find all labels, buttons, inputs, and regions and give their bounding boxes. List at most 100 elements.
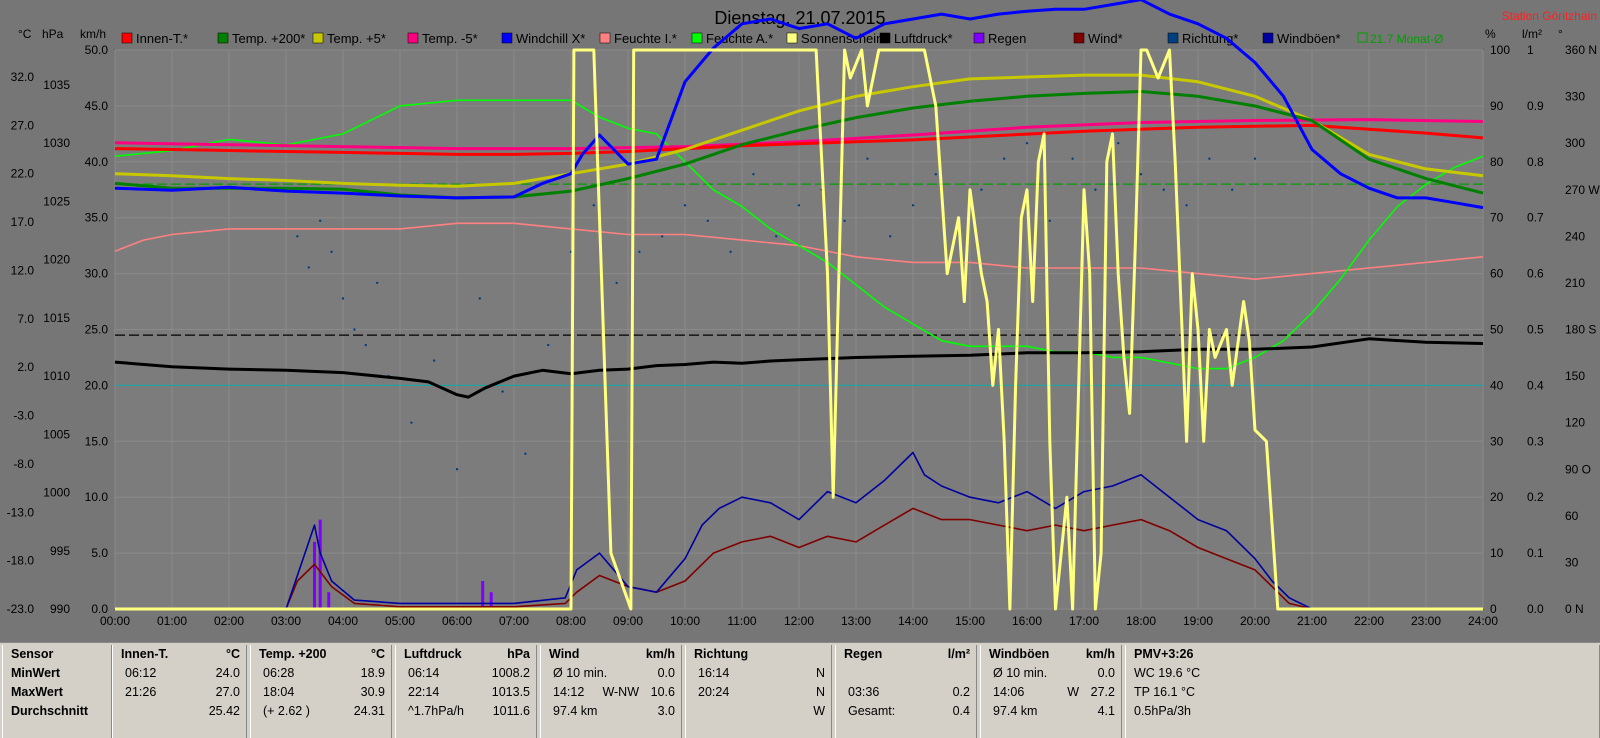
series-line xyxy=(114,123,1484,156)
axis-label-percent: % xyxy=(1485,27,1496,41)
stats-unit: l/m² xyxy=(947,647,970,661)
stats-unit: km/h xyxy=(645,647,675,661)
tick-label-celsius: 17.0 xyxy=(11,215,35,229)
axis-label-kmh: km/h xyxy=(80,27,106,41)
chart-title: Dienstag, 21.07.2015 xyxy=(714,8,885,28)
stats-row: 0.5hPa/3h xyxy=(1126,704,1599,723)
tick-label-degree: 240 xyxy=(1565,229,1585,243)
direction-point xyxy=(353,328,356,331)
tick-label-time: 06:00 xyxy=(442,614,472,628)
axis-label-lm2: l/m² xyxy=(1522,27,1542,41)
tick-label-hpa: 1015 xyxy=(43,311,70,325)
tick-label-time: 08:00 xyxy=(556,614,586,628)
legend-label: Sonnenschein xyxy=(801,31,883,46)
stats-row: Luftdruck hPa xyxy=(396,647,536,666)
stats-time: 06:12 xyxy=(125,666,157,680)
stats-row: 14:06 W 27.2 xyxy=(981,685,1121,704)
tick-label-time: 00:00 xyxy=(100,614,130,628)
tick-label-time: 01:00 xyxy=(157,614,187,628)
tick-label-lm2: 0.2 xyxy=(1527,490,1544,504)
tick-label-percent: 70 xyxy=(1490,211,1504,225)
legend-swatch xyxy=(599,32,611,44)
stats-time: (+ 2.62 ) xyxy=(263,704,310,718)
stats-row: Ø 10 min. 0.0 xyxy=(541,666,681,685)
legend-swatch xyxy=(691,32,703,44)
legend-label: Temp. -5* xyxy=(422,31,478,46)
legend-swatch xyxy=(407,32,419,44)
stats-header: Wind xyxy=(549,647,580,661)
stats-row: 03:36 0.2 xyxy=(836,685,976,704)
tick-label-percent: 90 xyxy=(1490,99,1504,113)
stats-value: 1011.6 xyxy=(492,704,530,718)
direction-point xyxy=(683,204,687,207)
stats-value: 30.9 xyxy=(360,685,385,699)
stats-row: WC 19.6 °C xyxy=(1126,666,1599,685)
stats-row: TP 16.1 °C xyxy=(1126,685,1599,704)
tick-label-hpa: 1010 xyxy=(43,369,70,383)
tick-label-time: 12:00 xyxy=(784,614,814,628)
direction-point xyxy=(364,343,367,347)
tick-label-time: 18:00 xyxy=(1126,614,1156,628)
tick-label-time: 20:00 xyxy=(1240,614,1270,628)
stats-row: Regen l/m² xyxy=(836,647,976,666)
tick-label-time: 16:00 xyxy=(1012,614,1042,628)
stats-row: 21:26 27.0 xyxy=(113,685,246,704)
stats-row: Innen-T. °C xyxy=(113,647,246,666)
stats-value: 1008.2 xyxy=(491,666,530,680)
stats-time: Gesamt: xyxy=(848,704,896,718)
tick-label-percent: 0 xyxy=(1490,602,1497,616)
tick-label-percent: 80 xyxy=(1490,155,1504,169)
stats-header: Luftdruck xyxy=(404,647,462,661)
tick-label-lm2: 1 xyxy=(1527,43,1534,57)
stats-value: 0.2 xyxy=(952,685,970,699)
direction-point xyxy=(547,343,550,347)
stats-row: (+ 2.62 ) 24.31 xyxy=(251,704,391,723)
tick-label-time: 15:00 xyxy=(955,614,985,628)
direction-point xyxy=(455,468,459,471)
direction-point xyxy=(1094,188,1097,191)
legend-label: Feuchte A.* xyxy=(706,31,773,46)
stats-column: PMV+3:26 WC 19.6 °C TP 16.1 °C 0.5hPa/3h xyxy=(1125,645,1600,738)
stats-time: Ø 10 min. xyxy=(993,666,1048,680)
legend-label: Richtung* xyxy=(1182,31,1238,46)
stats-value: 3.0 xyxy=(657,704,675,718)
stats-row: 06:12 24.0 xyxy=(113,666,246,685)
stats-header: Innen-T. xyxy=(121,647,169,661)
stats-time: 97.4 km xyxy=(993,704,1038,718)
tick-label-celsius: 2.0 xyxy=(17,360,34,374)
tick-label-percent: 100 xyxy=(1490,43,1510,57)
direction-point xyxy=(889,235,892,238)
legend-label: Windböen* xyxy=(1277,31,1341,46)
stats-time: 16:14 xyxy=(698,666,730,680)
stats-row: 18:04 30.9 xyxy=(251,685,391,704)
tick-label-time: 05:00 xyxy=(385,614,415,628)
tick-label-time: 22:00 xyxy=(1354,614,1384,628)
tick-label-time: 23:00 xyxy=(1411,614,1441,628)
tick-label-degree: 210 xyxy=(1565,276,1585,290)
stats-time: 14:06 xyxy=(993,685,1025,699)
tick-label-kmh: 45.0 xyxy=(85,99,109,113)
stats-column: Wind km/h Ø 10 min. 0.0 14:12 W-NW 10.6 97.4 km… xyxy=(540,645,682,738)
stats-unit: hPa xyxy=(507,647,530,661)
direction-point xyxy=(752,173,755,176)
series-line xyxy=(114,0,1484,210)
direction-point xyxy=(1185,204,1188,207)
series-line xyxy=(115,48,1483,611)
tick-label-kmh: 25.0 xyxy=(85,323,109,337)
stats-row: Durchschnitt xyxy=(3,704,111,723)
tick-label-time: 11:00 xyxy=(727,614,756,628)
tick-label-percent: 60 xyxy=(1490,267,1504,281)
stats-row: W xyxy=(686,704,831,723)
stats-row: PMV+3:26 xyxy=(1126,647,1599,666)
stats-time: 03:36 xyxy=(848,685,880,699)
tick-label-kmh: 35.0 xyxy=(85,211,109,225)
legend-label: Wind* xyxy=(1088,31,1123,46)
direction-point xyxy=(524,452,527,455)
stats-header: PMV+3:26 xyxy=(1134,647,1194,661)
legend-swatch xyxy=(1262,32,1274,44)
tick-label-percent: 10 xyxy=(1490,546,1504,560)
legend-label: Temp. +5* xyxy=(327,31,386,46)
tick-label-time: 04:00 xyxy=(328,614,358,628)
stats-value: 0.4 xyxy=(952,704,970,718)
legend-label: Regen xyxy=(988,31,1026,46)
